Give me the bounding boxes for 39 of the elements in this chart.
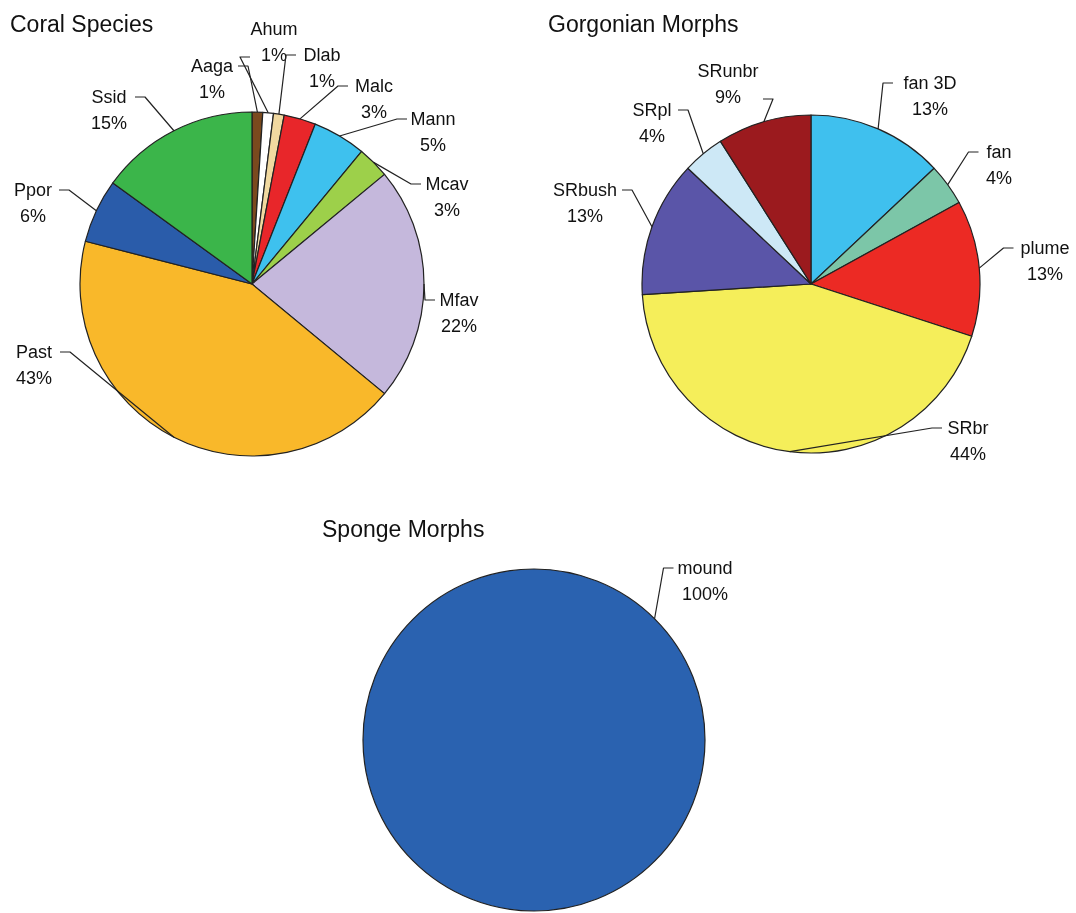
slice-label: mound — [677, 558, 733, 578]
slice-label: fan — [986, 142, 1012, 162]
data-label: 6% — [19, 206, 47, 226]
data-label: 44% — [949, 444, 987, 464]
slice-label: Ppor — [13, 180, 53, 200]
slice-label: Mann — [410, 109, 456, 129]
data-label: 4% — [985, 168, 1013, 188]
data-label: 22% — [440, 316, 478, 336]
data-label: 1% — [198, 82, 226, 102]
slice-label: Dlab — [303, 45, 341, 65]
data-label: 15% — [90, 113, 128, 133]
data-label: 1% — [308, 71, 336, 91]
slice-label: plume — [1020, 238, 1070, 258]
slice-label: SRbush — [552, 180, 618, 200]
data-label: 13% — [1026, 264, 1064, 284]
slice-label: fan 3D — [903, 73, 957, 93]
slice-label: Mcav — [425, 174, 469, 194]
slice-label: Malc — [354, 76, 394, 96]
data-label: 5% — [419, 135, 447, 155]
data-label: 100% — [681, 584, 729, 604]
slice-label: Ssid — [91, 87, 127, 107]
data-label: 13% — [566, 206, 604, 226]
slice-label: SRpl — [632, 100, 672, 120]
data-label: 3% — [433, 200, 461, 220]
data-label: 43% — [15, 368, 53, 388]
chart-title: Coral Species — [10, 11, 154, 37]
slice-label: Aaga — [190, 56, 234, 76]
slice-label: Ahum — [250, 19, 298, 39]
slice-label: Mfav — [439, 290, 479, 310]
slice-label: SRunbr — [697, 61, 759, 81]
slice-label: SRbr — [947, 418, 989, 438]
chart-title: Gorgonian Morphs — [548, 11, 739, 37]
data-label: 13% — [911, 99, 949, 119]
data-label: 4% — [638, 126, 666, 146]
data-label: 9% — [714, 87, 742, 107]
chart-title: Sponge Morphs — [322, 516, 485, 542]
slice-label: Past — [15, 342, 53, 362]
data-label: 3% — [360, 102, 388, 122]
data-label: 1% — [260, 45, 288, 65]
